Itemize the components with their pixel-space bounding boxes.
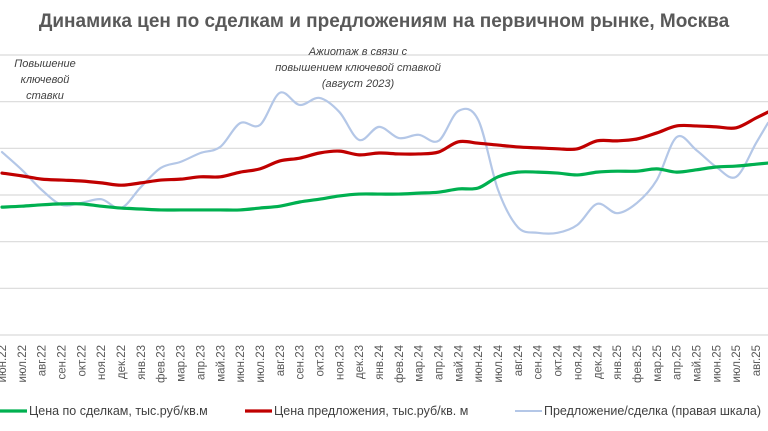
x-tick-label: дек.22 — [116, 345, 128, 379]
x-tick-label: авг.25 — [751, 345, 763, 376]
x-tick-label: авг.23 — [275, 345, 287, 376]
x-tick-label: мар.24 — [414, 344, 426, 381]
x-axis-ticks: июн.22 июл.22 авг.22 сен.22 окт.22 ноя.22 дек.… — [0, 344, 763, 383]
annotation-text: Повышение — [14, 58, 75, 70]
x-tick-label: июн.23 — [235, 345, 247, 382]
chart-title: Динамика цен по сделкам и предложениям н… — [39, 11, 730, 32]
x-tick-label: июл.23 — [255, 345, 267, 383]
annotation-text: ключевой — [21, 74, 70, 86]
x-tick-label: июл.22 — [17, 345, 29, 383]
x-tick-label: ноя.24 — [572, 344, 584, 380]
annotation-text: повышением ключевой ставкой — [275, 62, 441, 74]
x-tick-label: сен.24 — [533, 344, 545, 379]
annotations: Повышение ключевой ставки Ажиотаж в связи с… — [14, 46, 441, 102]
x-tick-label: май.24 — [453, 344, 465, 381]
x-tick-label: апр.23 — [195, 345, 207, 380]
legend: Цена по сделкам, тыс.руб/кв.м Цена предло… — [0, 404, 761, 418]
x-tick-label: ноя.23 — [334, 345, 346, 380]
legend-label: Цена предложения, тыс.руб/кв. м — [274, 404, 468, 418]
x-tick-label: фев.24 — [394, 344, 406, 383]
legend-label: Цена по сделкам, тыс.руб/кв.м — [29, 404, 208, 418]
x-tick-label: окт.22 — [76, 345, 88, 377]
legend-label: Предложение/сделка (правая шкала) — [544, 404, 761, 418]
x-tick-label: фев.23 — [156, 345, 168, 383]
x-tick-label: янв.25 — [612, 345, 624, 380]
x-tick-label: июн.24 — [473, 344, 485, 382]
x-tick-label: апр.24 — [434, 344, 446, 380]
x-tick-label: июн.25 — [711, 345, 723, 382]
x-tick-label: авг.24 — [513, 344, 525, 376]
annotation-text: ставки — [26, 90, 64, 102]
x-tick-label: янв.23 — [136, 345, 148, 380]
series-line-1 — [0, 110, 768, 187]
x-tick-label: янв.24 — [374, 344, 386, 379]
series-line-0 — [0, 161, 768, 212]
x-tick-label: окт.24 — [553, 344, 565, 376]
x-tick-label: май.25 — [691, 345, 703, 382]
x-tick-label: фев.25 — [632, 345, 644, 383]
x-tick-label: сен.23 — [295, 345, 307, 379]
x-tick-label: мар.25 — [652, 345, 664, 382]
x-tick-label: май.23 — [215, 345, 227, 382]
x-tick-label: ноя.22 — [96, 345, 108, 380]
x-tick-label: апр.25 — [672, 345, 684, 380]
x-tick-label: авг.22 — [37, 345, 49, 376]
annotation-text: Ажиотаж в связи с — [308, 46, 408, 58]
x-tick-label: июл.24 — [493, 344, 505, 382]
series-lines — [0, 91, 768, 235]
x-tick-label: сен.22 — [57, 345, 69, 379]
x-tick-label: дек.23 — [354, 345, 366, 379]
gridlines — [0, 54, 768, 336]
x-tick-label: дек.24 — [592, 344, 604, 379]
x-tick-label: окт.23 — [314, 345, 326, 377]
x-tick-label: июл.25 — [731, 345, 743, 383]
annotation-text: (август 2023) — [322, 78, 395, 90]
x-tick-label: июн.22 — [0, 345, 9, 382]
series-line-2 — [0, 91, 768, 235]
x-tick-label: мар.23 — [176, 345, 188, 382]
